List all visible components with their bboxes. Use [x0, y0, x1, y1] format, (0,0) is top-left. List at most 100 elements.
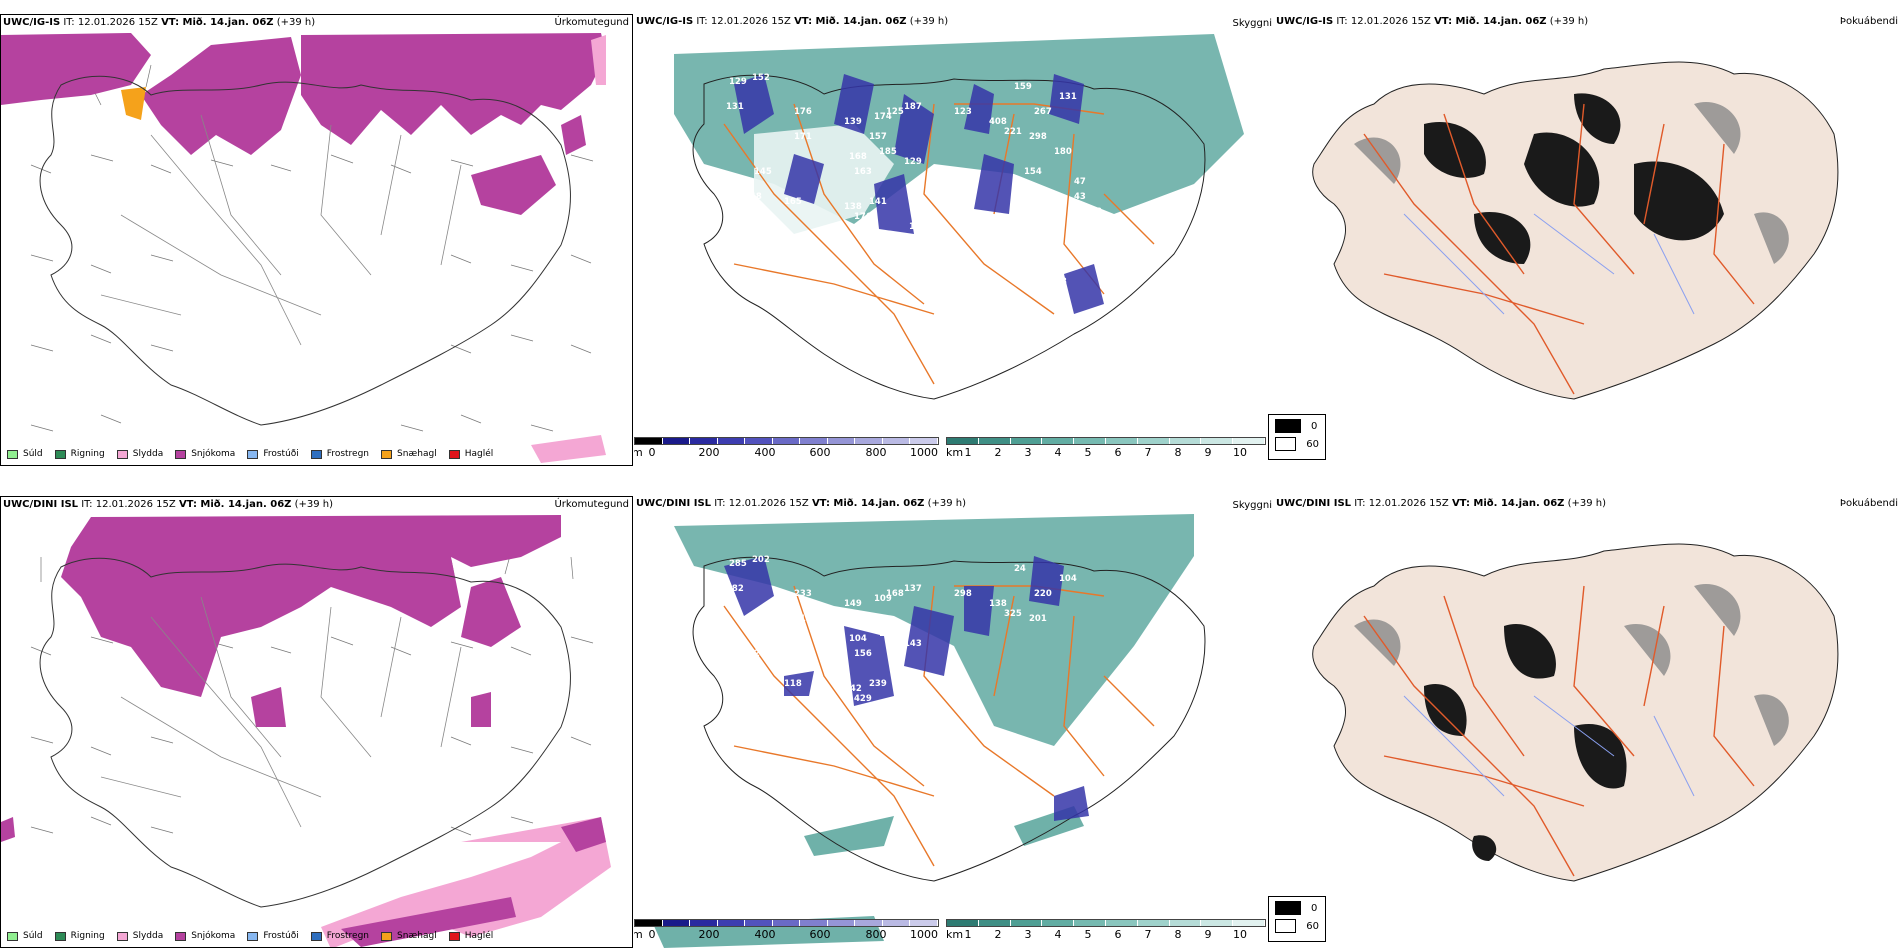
colorbar-segment: [1042, 438, 1075, 444]
cloud-base-label: 285: [729, 559, 747, 569]
issue-time: IT: 12.01.2026 15Z: [1336, 16, 1431, 27]
cloud-base-label: 140: [869, 614, 887, 624]
panel-type-label: Úrkomutegund: [554, 499, 629, 510]
ceiling-colorbar: m 0 200 400 600 800 1000: [634, 437, 939, 459]
cloud-base-label: 200: [754, 649, 772, 659]
cloud-base-label: 174: [874, 112, 892, 122]
cloud-base-label: 104: [849, 634, 867, 644]
fog-swatch: [1275, 919, 1297, 933]
issue-time: IT: 12.01.2026 15Z: [714, 498, 809, 509]
cloud-base-label: 165: [784, 197, 802, 207]
legend-item: Haglél: [448, 449, 493, 459]
legend-item: Frostúði: [247, 449, 299, 459]
valid-time: VT: Mið. 14.jan. 06Z: [1434, 16, 1547, 27]
cloud-base-label: 168: [849, 152, 867, 162]
fog-legend-1: 0 60: [1268, 414, 1326, 460]
colorbar-tick: 5: [1084, 446, 1092, 459]
cloud-base-label: 300: [744, 674, 762, 684]
colorbar-tick: 1000: [910, 928, 938, 941]
cloud-base-label: 131: [1059, 92, 1077, 102]
model-name: UWC/DINI ISL: [3, 499, 79, 510]
colorbar-tick: 1: [964, 928, 972, 941]
legend-swatch: [7, 449, 18, 459]
cloud-base-label: 141: [869, 197, 887, 207]
colorbar-tick: 1000: [910, 446, 938, 459]
cloud-base-label: 325: [1004, 609, 1022, 619]
cloud-base-label: 109: [874, 594, 892, 604]
colorbar-tick: 6: [1114, 446, 1122, 459]
colorbar-segment: [910, 438, 939, 444]
panel-title: UWC/DINI ISL IT: 12.01.2026 15Z VT: Mið.…: [3, 499, 333, 510]
lead-time: (+39 h): [294, 499, 334, 510]
legend-swatch: [54, 449, 66, 459]
cloud-base-label: 171: [909, 704, 927, 714]
cloud-base-label: 129: [729, 77, 747, 87]
colorbar-tick: 0: [648, 446, 656, 459]
cloud-base-label: 171: [794, 132, 812, 142]
legend-item: Haglél: [448, 931, 493, 941]
colorbar-gradient: [946, 437, 1266, 445]
legend-item: Snjókoma: [175, 931, 235, 941]
colorbar-segment: [772, 920, 801, 926]
cloud-base-label: 168: [886, 589, 904, 599]
cloud-base-label: 156: [854, 649, 872, 659]
colorbar-segment: [1010, 920, 1043, 926]
lead-time: (+39 h): [909, 16, 949, 27]
ceiling-visibility-panel-1: 129 152 131 176 171 145 148 165 139 168 174 157 125 1…: [634, 14, 1274, 466]
colorbar-ticks: km 1 2 3 4 5 6 7 8 9 10: [946, 927, 1266, 941]
colorbar-segment: [745, 438, 773, 444]
colorbar-segment: [1074, 920, 1106, 926]
cloud-base-label: 298: [954, 589, 972, 599]
lead-time: (+39 h): [927, 498, 967, 509]
colorbar-segment: [1233, 438, 1265, 444]
colorbar-unit: m: [634, 928, 643, 941]
cloud-base-label: 221: [1004, 127, 1022, 137]
cloud-base-label: 176: [794, 107, 812, 117]
cloud-base-label: 43: [1074, 192, 1086, 202]
legend-swatch: [247, 931, 259, 941]
colorbar-tick: 2: [994, 446, 1002, 459]
colorbar-segment: [978, 920, 1011, 926]
colorbar-segment: [635, 438, 663, 444]
colorbar-segment: [1074, 438, 1106, 444]
colorbar-gradient: [946, 919, 1266, 927]
colorbar-tick: 600: [809, 928, 831, 941]
legend-item: Súld: [7, 449, 43, 459]
colorbar-tick: 5: [1084, 928, 1092, 941]
fog-legend-row: 60: [1275, 437, 1319, 451]
cloud-base-label: 202: [752, 555, 770, 565]
panel-type-label: Úrkomutegund: [554, 17, 629, 28]
fog-swatch: [1275, 901, 1301, 915]
colorbar-segment: [772, 438, 801, 444]
legend-swatch: [247, 449, 259, 459]
issue-time: IT: 12.01.2026 15Z: [81, 499, 176, 510]
colorbar-tick: 0: [648, 928, 656, 941]
colorbar-segment: [1105, 920, 1138, 926]
legend-swatch: [175, 449, 187, 459]
colorbar-segment: [717, 438, 746, 444]
cloud-base-label: 158: [1049, 277, 1067, 287]
colorbar-gradient: [634, 919, 939, 927]
colorbar-segment: [1169, 438, 1202, 444]
colorbar-tick: 400: [754, 446, 776, 459]
legend-swatch: [310, 931, 322, 941]
colorbar-tick: 9: [1204, 928, 1212, 941]
colorbar-tick: 4: [1054, 928, 1062, 941]
precip-legend: Súld Rigning Slydda Snjókoma Frostúði Fr…: [7, 931, 505, 941]
colorbar-tick: 400: [754, 928, 776, 941]
model-name: UWC/IG-IS: [636, 16, 694, 27]
legend-item: Snæhagl: [381, 931, 437, 941]
cloud-base-label: 163: [854, 167, 872, 177]
valid-time: VT: Mið. 14.jan. 06Z: [161, 17, 274, 28]
cloud-base-label: 137: [904, 584, 922, 594]
issue-time: IT: 12.01.2026 15Z: [1354, 498, 1449, 509]
fog-swatch: [1275, 437, 1297, 451]
colorbar-segment: [1010, 438, 1043, 444]
cloud-base-label: 131: [726, 102, 744, 112]
model-name: UWC/IG-IS: [1276, 16, 1334, 27]
legend-swatch: [54, 931, 66, 941]
colorbar-tick: 4: [1054, 446, 1062, 459]
legend-item: Frostregn: [310, 931, 369, 941]
ceiling-colorbar: m 0 200 400 600 800 1000: [634, 919, 939, 941]
